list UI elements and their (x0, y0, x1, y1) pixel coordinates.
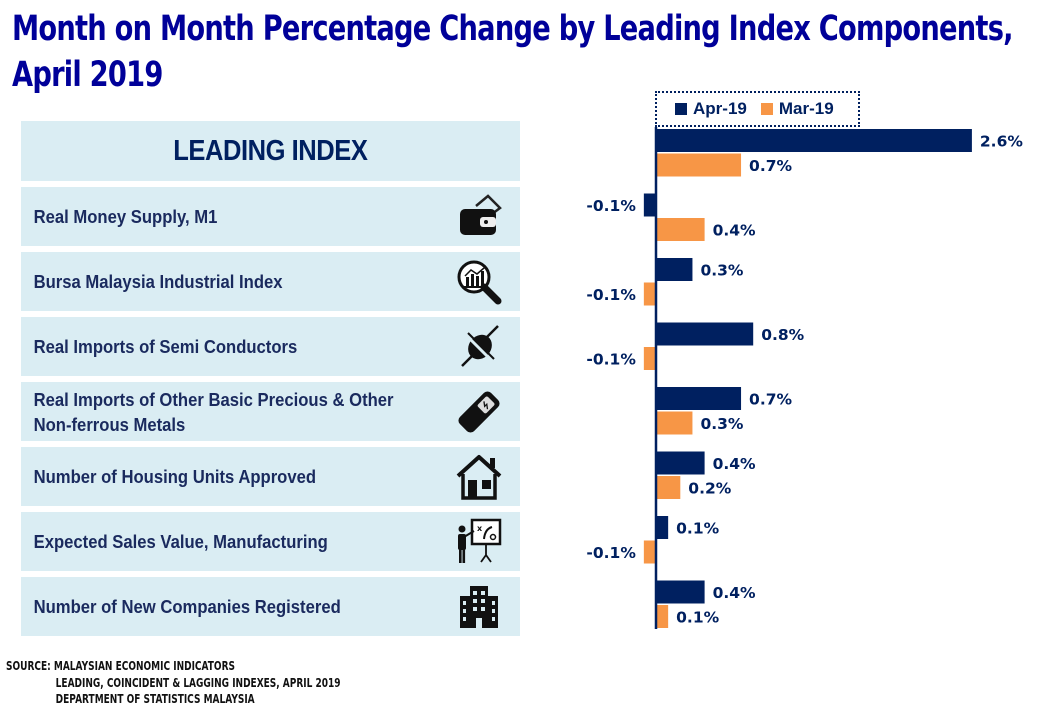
table-row: Number of Housing Units Approved (21, 447, 520, 506)
data-label-apr-5: 0.4% (713, 455, 756, 473)
legend-item-mar: Mar-19 (760, 99, 834, 119)
source-note: SOURCE: MALAYSIAN ECONOMIC INDICATORS LE… (6, 658, 341, 708)
row-label: Bursa Malaysia Industrial Index (33, 271, 283, 292)
legend-label-apr: Apr-19 (693, 99, 747, 118)
table-row: Real Imports of Other Basic Precious & O… (21, 382, 520, 441)
data-label-apr-6: 0.1% (676, 520, 719, 538)
bar-mar-3 (643, 347, 656, 370)
legend-label-mar: Mar-19 (778, 99, 834, 118)
bar-apr-3 (656, 322, 754, 346)
row-label: Number of New Companies Registered (33, 596, 341, 617)
table-row: Real Imports of Semi Conductors (21, 317, 520, 376)
source-line-2: LEADING, COINCIDENT & LAGGING INDEXES, A… (55, 674, 341, 690)
row-label: Real Money Supply, M1 (33, 206, 218, 227)
title-line-1: Month on Month Percentage Change by Lead… (12, 9, 1014, 49)
table-row: Real Money Supply, M1 (21, 187, 520, 246)
data-label-apr-2: 0.3% (700, 262, 743, 280)
wallet-icon (451, 189, 506, 245)
data-label-mar-1: 0.4% (713, 222, 756, 240)
bar-mar-2 (643, 282, 656, 306)
row-label: Real Imports of Other Basic Precious & O… (33, 388, 394, 435)
bar-mar-7 (656, 605, 669, 628)
legend-swatch-mar (760, 103, 773, 115)
presentation-icon: x (451, 514, 506, 570)
data-label-apr-1: -0.1% (586, 197, 636, 215)
bar-mar-5 (656, 476, 681, 499)
bar-mar-4 (656, 411, 693, 435)
bar-mar-6 (643, 540, 656, 564)
data-label-mar-7: 0.1% (676, 609, 719, 627)
bar-apr-4 (656, 387, 742, 410)
bar-apr-2 (656, 258, 693, 281)
building-icon (451, 579, 506, 635)
house-icon (451, 449, 506, 505)
chart-legend: Apr-19 Mar-19 (655, 91, 860, 127)
plug-unplugged-icon (451, 319, 506, 375)
bar-apr-6 (656, 516, 669, 539)
bar-apr-1 (643, 193, 656, 217)
data-label-mar-4: 0.3% (700, 415, 743, 433)
magnifier-chart-icon (451, 254, 506, 310)
bar-mar-0 (656, 153, 742, 177)
bar-apr-0 (656, 129, 972, 152)
data-label-apr-0: 2.6% (980, 133, 1023, 151)
data-label-apr-7: 0.4% (713, 584, 756, 602)
table-header: LEADING INDEX (21, 121, 520, 181)
row-label: Number of Housing Units Approved (33, 466, 317, 487)
legend-swatch-apr (675, 103, 687, 115)
leading-index-table: LEADING INDEX Real Money Supply, M1 Bursa… (21, 121, 520, 636)
data-label-mar-6: -0.1% (586, 544, 636, 562)
table-row: Number of New Companies Registered (21, 577, 520, 636)
bar-apr-5 (656, 451, 705, 475)
page-title: Month on Month Percentage Change by Lead… (12, 6, 1014, 98)
legend-item-apr: Apr-19 (675, 99, 747, 119)
data-label-apr-4: 0.7% (749, 391, 792, 409)
data-label-mar-5: 0.2% (688, 480, 731, 498)
source-line-1: SOURCE: MALAYSIAN ECONOMIC INDICATORS (6, 658, 236, 673)
data-label-mar-3: -0.1% (586, 351, 636, 369)
row-label: Expected Sales Value, Manufacturing (33, 531, 328, 552)
data-label-apr-3: 0.8% (761, 326, 804, 344)
bar-apr-7 (656, 580, 705, 604)
data-label-mar-0: 0.7% (749, 157, 792, 175)
data-label-mar-2: -0.1% (586, 286, 636, 304)
svg-text:x: x (477, 524, 483, 533)
table-row: Expected Sales Value, Manufacturing x (21, 512, 520, 571)
row-label: Real Imports of Semi Conductors (33, 336, 298, 357)
table-header-text: LEADING INDEX (173, 134, 368, 167)
metal-bar-icon (451, 384, 506, 440)
title-line-2: April 2019 (12, 55, 163, 95)
bar-mar-1 (656, 218, 705, 241)
table-row: Bursa Malaysia Industrial Index (21, 252, 520, 311)
source-line-3: DEPARTMENT OF STATISTICS MALAYSIA (55, 691, 255, 706)
